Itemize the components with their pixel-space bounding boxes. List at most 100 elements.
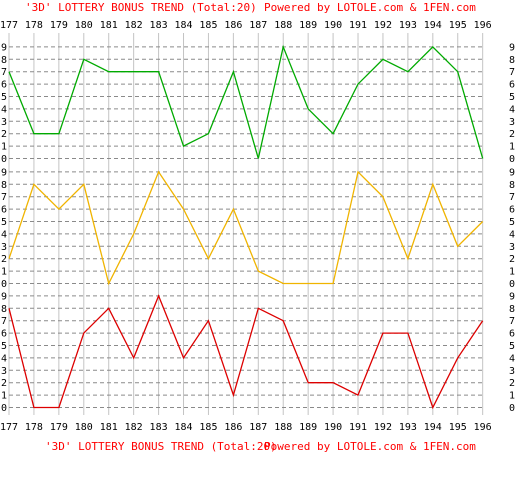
y-tick-label: 2: [509, 254, 515, 265]
chart-title-top: '3D' LOTTERY BONUS TREND (Total:20): [25, 1, 257, 14]
y-tick-label: 5: [509, 92, 515, 103]
y-tick-label: 3: [1, 242, 7, 253]
x-tick-label: 195: [449, 20, 467, 31]
y-tick-label: 9: [1, 291, 7, 302]
chart-title-bottom: '3D' LOTTERY BONUS TREND (Total:20): [45, 440, 277, 453]
x-tick-label: 180: [75, 422, 93, 433]
y-tick-label: 0: [1, 279, 7, 290]
x-tick-label: 191: [349, 20, 367, 31]
series-lines: [8, 44, 484, 410]
x-tick-label: 195: [449, 422, 467, 433]
y-tick-label: 6: [509, 80, 515, 91]
x-tick-label: 186: [224, 422, 242, 433]
series-line: [8, 44, 484, 159]
y-tick-label: 1: [509, 391, 515, 402]
chart-credit-bottom: Powered by LOTOLE.com & 1FEN.com: [264, 440, 476, 453]
x-tick-label: 189: [299, 422, 317, 433]
y-tick-label: 7: [509, 316, 515, 327]
y-tick-label: 1: [1, 267, 7, 278]
y-tick-label: 2: [1, 254, 7, 265]
y-tick-label: 3: [509, 242, 515, 253]
x-tick-label: 179: [50, 422, 68, 433]
series-line: [8, 170, 484, 286]
y-tick-label: 0: [509, 279, 515, 290]
x-tick-label: 190: [324, 20, 342, 31]
x-tick-label: 188: [274, 20, 292, 31]
x-tick-label: 194: [424, 20, 442, 31]
y-tick-label: 6: [509, 205, 515, 216]
y-tick-label: 0: [509, 154, 515, 165]
y-tick-label: 7: [509, 192, 515, 203]
x-tick-label: 193: [399, 422, 417, 433]
x-tick-labels-top: 177 178 179 180 181 182 183 184 185 186 187 188 189 1…: [0, 20, 492, 31]
x-tick-label: 192: [374, 422, 392, 433]
y-tick-label: 8: [509, 304, 515, 315]
y-tick-label: 2: [1, 378, 7, 389]
y-tick-label: 5: [1, 341, 7, 352]
x-tick-label: 180: [75, 20, 93, 31]
y-tick-label: 3: [509, 366, 515, 377]
y-tick-label: 0: [509, 403, 515, 414]
y-tick-label: 1: [509, 142, 515, 153]
y-tick-label: 8: [1, 180, 7, 191]
x-tick-label: 196: [474, 20, 492, 31]
y-tick-label: 4: [509, 353, 515, 364]
x-tick-label: 177: [0, 422, 18, 433]
x-tick-label: 194: [424, 422, 442, 433]
y-tick-label: 4: [1, 229, 7, 240]
y-tick-label: 3: [1, 117, 7, 128]
x-tick-label: 196: [474, 422, 492, 433]
y-tick-label: 2: [509, 129, 515, 140]
y-tick-label: 3: [1, 366, 7, 377]
x-tick-label: 181: [100, 20, 118, 31]
y-tick-label: 6: [1, 80, 7, 91]
x-tick-label: 192: [374, 20, 392, 31]
y-tick-label: 8: [509, 55, 515, 66]
y-tick-label: 1: [1, 142, 7, 153]
y-tick-label: 6: [509, 329, 515, 340]
y-tick-label: 5: [1, 217, 7, 228]
y-tick-label: 2: [1, 129, 7, 140]
y-tick-label: 5: [509, 341, 515, 352]
y-tick-label: 0: [1, 403, 7, 414]
x-tick-label: 182: [125, 422, 143, 433]
y-tick-label: 1: [1, 391, 7, 402]
y-tick-label: 8: [1, 304, 7, 315]
y-tick-label: 2: [509, 378, 515, 389]
y-tick-label: 9: [1, 167, 7, 178]
y-tick-label: 4: [1, 104, 7, 115]
y-tick-label: 0: [1, 154, 7, 165]
x-tick-label: 178: [25, 422, 43, 433]
y-tick-label: 9: [509, 42, 515, 53]
x-tick-label: 191: [349, 422, 367, 433]
y-tick-label: 4: [509, 229, 515, 240]
y-tick-label: 9: [509, 291, 515, 302]
x-tick-labels-bottom: 177 178 179 180 181 182 183 184 185 186 187 188 189 1…: [0, 422, 492, 433]
y-tick-label: 5: [1, 92, 7, 103]
y-tick-label: 7: [509, 67, 515, 78]
x-tick-label: 184: [174, 422, 192, 433]
x-tick-label: 183: [150, 20, 168, 31]
x-tick-label: 183: [150, 422, 168, 433]
y-tick-label: 7: [1, 192, 7, 203]
x-tick-label: 181: [100, 422, 118, 433]
x-tick-label: 178: [25, 20, 43, 31]
x-tick-label: 182: [125, 20, 143, 31]
x-tick-label: 188: [274, 422, 292, 433]
x-tick-label: 179: [50, 20, 68, 31]
chart-credit-top: Powered by LOTOLE.com & 1FEN.com: [264, 1, 476, 14]
y-tick-label: 4: [1, 353, 7, 364]
x-tick-label: 187: [249, 20, 267, 31]
x-tick-label: 184: [174, 20, 192, 31]
y-tick-label: 5: [509, 217, 515, 228]
y-tick-label: 7: [1, 316, 7, 327]
y-tick-label: 9: [1, 42, 7, 53]
x-tick-label: 177: [0, 20, 18, 31]
y-tick-label: 8: [509, 180, 515, 191]
series-line: [8, 294, 484, 410]
y-tick-label: 9: [509, 167, 515, 178]
x-tick-label: 190: [324, 422, 342, 433]
